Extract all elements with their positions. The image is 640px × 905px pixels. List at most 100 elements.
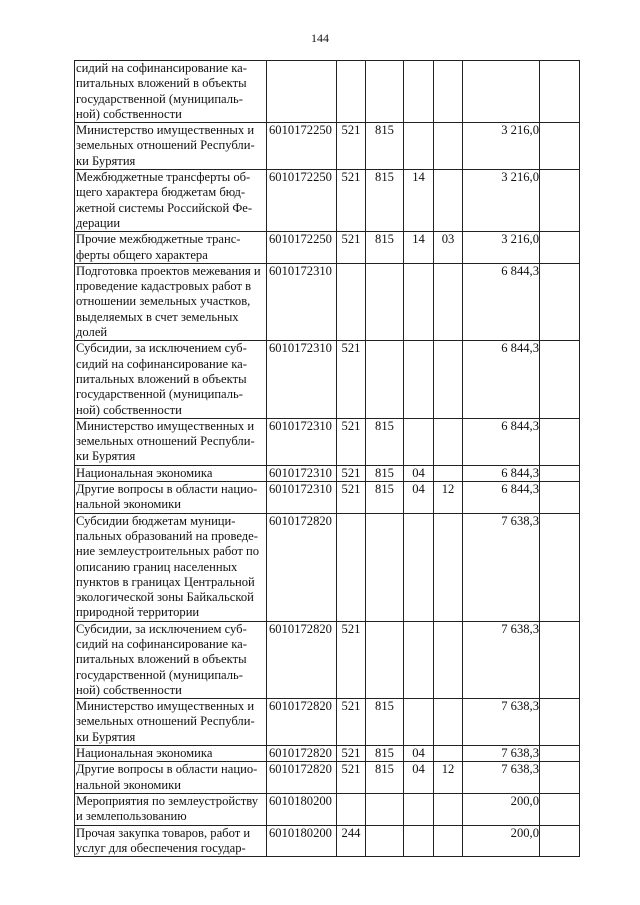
table-cell-name: Субсидии, за исключением суб-сидий на со… xyxy=(74,340,267,419)
table-cell-rz xyxy=(403,792,434,826)
table-cell-extra xyxy=(539,417,580,466)
table-cell-sum: 7 638,3 xyxy=(462,620,540,700)
table-cell-pr: 12 xyxy=(433,761,463,794)
table-cell-name: Межбюджетные трансферты об-щего характер… xyxy=(74,169,267,233)
table-cell-rz xyxy=(403,59,434,124)
table-cell-grbs: 815 xyxy=(365,698,404,747)
table-row: Министерство имущественных и земельных о… xyxy=(74,122,580,171)
table-row: Прочие межбюджетные транс-ферты общего х… xyxy=(74,231,580,264)
table-cell-pr: 03 xyxy=(433,231,463,264)
table-cell-grbs xyxy=(365,512,404,622)
table-row: Мероприятия по землеустройству и землепо… xyxy=(74,792,580,826)
table-cell-sum: 7 638,3 xyxy=(462,512,540,622)
table-cell-pr xyxy=(433,340,463,419)
table-cell-code: 6010172250 xyxy=(266,122,337,171)
table-cell-pr xyxy=(433,169,463,233)
table-cell-grbs xyxy=(365,792,404,826)
table-cell-sum: 6 844,3 xyxy=(462,340,540,419)
table-cell-rz: 04 xyxy=(403,464,434,483)
table-cell-extra xyxy=(539,761,580,794)
table-cell-code: 6010172820 xyxy=(266,512,337,622)
table-cell-sum: 7 638,3 xyxy=(462,761,540,794)
table-cell-rz xyxy=(403,417,434,466)
table-cell-extra xyxy=(539,698,580,747)
table-cell-rz: 04 xyxy=(403,481,434,514)
table-cell-pr xyxy=(433,620,463,700)
table-cell-vr: 521 xyxy=(336,745,366,763)
table-cell-name: Мероприятия по землеустройству и землепо… xyxy=(74,792,267,826)
table-cell-pr xyxy=(433,698,463,747)
table-cell-sum xyxy=(462,59,540,124)
table-cell-vr: 521 xyxy=(336,417,366,466)
table-cell-code: 6010172310 xyxy=(266,340,337,419)
table-cell-rz: 04 xyxy=(403,745,434,763)
table-cell-extra xyxy=(539,512,580,622)
table-cell-vr xyxy=(336,792,366,826)
table-cell-pr xyxy=(433,792,463,826)
table-cell-vr: 521 xyxy=(336,464,366,483)
table-cell-grbs xyxy=(365,824,404,858)
table-cell-pr xyxy=(433,417,463,466)
table-row: Национальная экономика 6010172820 521 815 04… xyxy=(74,745,580,763)
table-cell-rz xyxy=(403,512,434,622)
table-cell-rz xyxy=(403,340,434,419)
table-cell-grbs: 815 xyxy=(365,745,404,763)
table-cell-vr xyxy=(336,512,366,622)
table-row: Министерство имущественных и земельных о… xyxy=(74,417,580,466)
table-cell-extra xyxy=(539,59,580,124)
table-cell-extra xyxy=(539,231,580,264)
table-cell-sum: 200,0 xyxy=(462,824,540,858)
table-cell-grbs: 815 xyxy=(365,122,404,171)
table-cell-name: Министерство имущественных и земельных о… xyxy=(74,698,267,747)
table-cell-rz: 14 xyxy=(403,169,434,233)
table-cell-sum: 6 844,3 xyxy=(462,481,540,514)
table-cell-vr: 244 xyxy=(336,824,366,858)
table-cell-extra xyxy=(539,481,580,514)
table-cell-name: Прочие межбюджетные транс-ферты общего х… xyxy=(74,231,267,264)
table-cell-sum: 3 216,0 xyxy=(462,231,540,264)
table-cell-grbs xyxy=(365,262,404,342)
table-cell-code: 6010172820 xyxy=(266,761,337,794)
table-cell-vr: 521 xyxy=(336,698,366,747)
table-cell-name: Прочая закупка товаров, работ и услуг дл… xyxy=(74,824,267,858)
table-cell-grbs: 815 xyxy=(365,231,404,264)
table-cell-extra xyxy=(539,340,580,419)
table-cell-pr xyxy=(433,464,463,483)
table-cell-rz xyxy=(403,698,434,747)
table-cell-code: 6010180200 xyxy=(266,824,337,858)
table-cell-name: Подготовка проектов межевания и проведен… xyxy=(74,262,267,342)
table-cell-rz: 04 xyxy=(403,761,434,794)
table-cell-sum: 3 216,0 xyxy=(462,122,540,171)
table-cell-rz xyxy=(403,620,434,700)
table-cell-name: Субсидии, за исключением суб-сидий на со… xyxy=(74,620,267,700)
table-cell-vr: 521 xyxy=(336,169,366,233)
table-cell-extra xyxy=(539,262,580,342)
table-cell-vr: 521 xyxy=(336,620,366,700)
table-cell-code: 6010172820 xyxy=(266,698,337,747)
table-cell-vr xyxy=(336,59,366,124)
table-cell-grbs: 815 xyxy=(365,464,404,483)
table-cell-code: 6010172310 xyxy=(266,481,337,514)
table-cell-extra xyxy=(539,122,580,171)
table-cell-rz xyxy=(403,824,434,858)
table-cell-grbs: 815 xyxy=(365,761,404,794)
table-cell-name: Министерство имущественных и земельных о… xyxy=(74,122,267,171)
table-cell-extra xyxy=(539,464,580,483)
table-cell-sum: 200,0 xyxy=(462,792,540,826)
table-cell-name: Национальная экономика xyxy=(74,464,267,483)
table-cell-extra xyxy=(539,620,580,700)
table-cell-code: 6010172310 xyxy=(266,417,337,466)
table-cell-vr xyxy=(336,262,366,342)
table-cell-code: 6010172250 xyxy=(266,231,337,264)
table-row: Субсидии бюджетам муници-пальных образов… xyxy=(74,512,580,622)
table-cell-name: Национальная экономика xyxy=(74,745,267,763)
table-row: Другие вопросы в области нацио-нальной э… xyxy=(74,761,580,794)
table-cell-code: 6010172310 xyxy=(266,262,337,342)
table-cell-sum: 6 844,3 xyxy=(462,417,540,466)
table-cell-pr xyxy=(433,59,463,124)
table-cell-sum: 7 638,3 xyxy=(462,698,540,747)
table-cell-pr xyxy=(433,745,463,763)
table-cell-vr: 521 xyxy=(336,481,366,514)
table-row: Министерство имущественных и земельных о… xyxy=(74,698,580,747)
table-cell-code: 6010172310 xyxy=(266,464,337,483)
